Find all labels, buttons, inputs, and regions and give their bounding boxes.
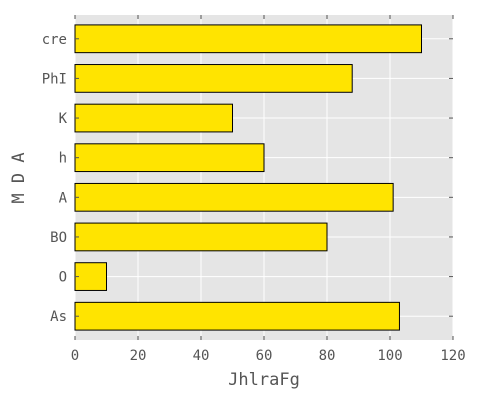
bar-PhI bbox=[74, 64, 353, 93]
x-tick-label: 0 bbox=[71, 348, 79, 364]
bars bbox=[74, 24, 422, 331]
x-axis-label: JhlraFg bbox=[228, 370, 300, 390]
y-tick-label: cre bbox=[42, 32, 67, 48]
x-tick-label: 20 bbox=[130, 348, 147, 364]
y-tick-label: As bbox=[50, 309, 67, 325]
y-tick-labels: cre PhI Kh A BO O As bbox=[42, 32, 68, 325]
y-tick-label: BO bbox=[50, 230, 67, 246]
y-axis-label: M D A bbox=[9, 152, 29, 203]
y-tick-label: PhI bbox=[42, 71, 67, 87]
x-tick-label: 120 bbox=[440, 348, 465, 364]
bar-h bbox=[74, 143, 265, 173]
bar-K bbox=[74, 103, 233, 133]
axis-ticks bbox=[74, 15, 454, 340]
bar-O bbox=[74, 262, 107, 291]
x-tick-label: 80 bbox=[319, 348, 336, 364]
x-tick-labels: 0 20 40 60 80 100 120 bbox=[71, 348, 466, 364]
x-tick-label: 60 bbox=[256, 348, 273, 364]
x-tick-label: 100 bbox=[377, 348, 402, 364]
y-tick-label: h bbox=[59, 151, 67, 167]
bar-cre bbox=[74, 24, 422, 54]
bar-A bbox=[74, 182, 394, 212]
y-tick-label: A bbox=[59, 190, 68, 206]
bar-As bbox=[74, 301, 400, 331]
y-tick-label: O bbox=[59, 270, 67, 286]
x-tick-label: 40 bbox=[193, 348, 210, 364]
y-tick-label: K bbox=[59, 111, 68, 127]
bar-BO bbox=[74, 222, 328, 252]
